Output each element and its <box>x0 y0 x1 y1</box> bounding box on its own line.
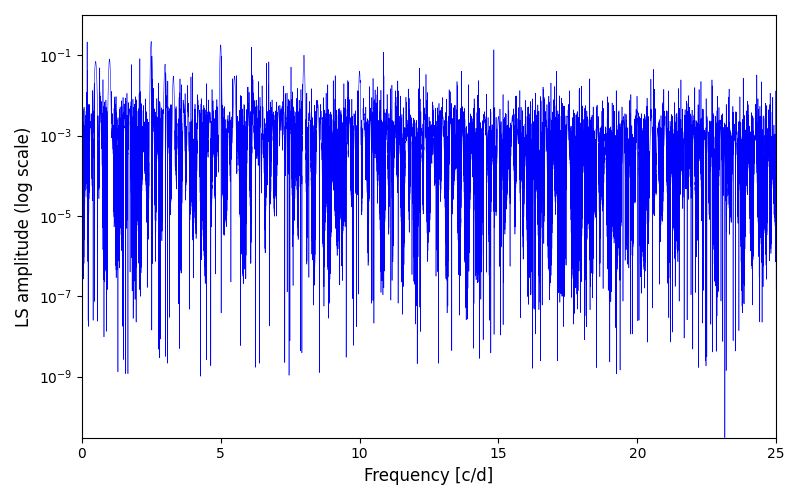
X-axis label: Frequency [c/d]: Frequency [c/d] <box>364 467 494 485</box>
Y-axis label: LS amplitude (log scale): LS amplitude (log scale) <box>15 126 33 326</box>
